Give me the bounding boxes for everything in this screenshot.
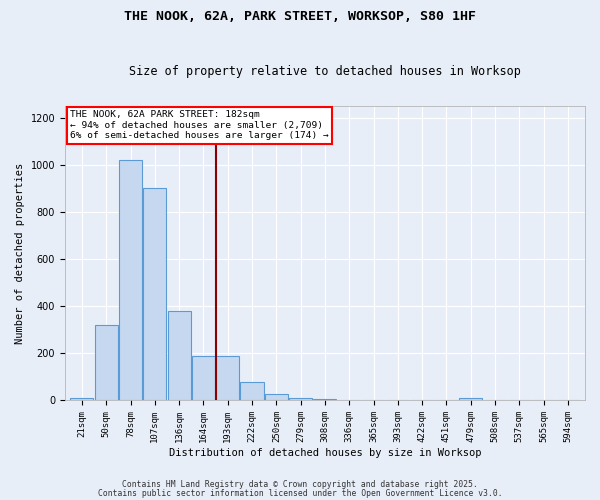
Bar [313, 399, 337, 400]
Bar [289, 398, 312, 400]
Bar [265, 394, 288, 400]
Text: Contains public sector information licensed under the Open Government Licence v3: Contains public sector information licen… [98, 488, 502, 498]
Bar [70, 398, 94, 400]
Bar [192, 356, 215, 400]
Bar [143, 188, 166, 400]
Bar [241, 382, 263, 400]
Text: THE NOOK, 62A, PARK STREET, WORKSOP, S80 1HF: THE NOOK, 62A, PARK STREET, WORKSOP, S80… [124, 10, 476, 23]
Title: Size of property relative to detached houses in Worksop: Size of property relative to detached ho… [129, 66, 521, 78]
Bar [216, 356, 239, 400]
Text: Contains HM Land Registry data © Crown copyright and database right 2025.: Contains HM Land Registry data © Crown c… [122, 480, 478, 489]
Bar [167, 310, 191, 400]
Bar [119, 160, 142, 400]
Y-axis label: Number of detached properties: Number of detached properties [15, 162, 25, 344]
Bar [95, 324, 118, 400]
Bar [459, 398, 482, 400]
Text: THE NOOK, 62A PARK STREET: 182sqm
← 94% of detached houses are smaller (2,709)
6: THE NOOK, 62A PARK STREET: 182sqm ← 94% … [70, 110, 329, 140]
X-axis label: Distribution of detached houses by size in Worksop: Distribution of detached houses by size … [169, 448, 481, 458]
